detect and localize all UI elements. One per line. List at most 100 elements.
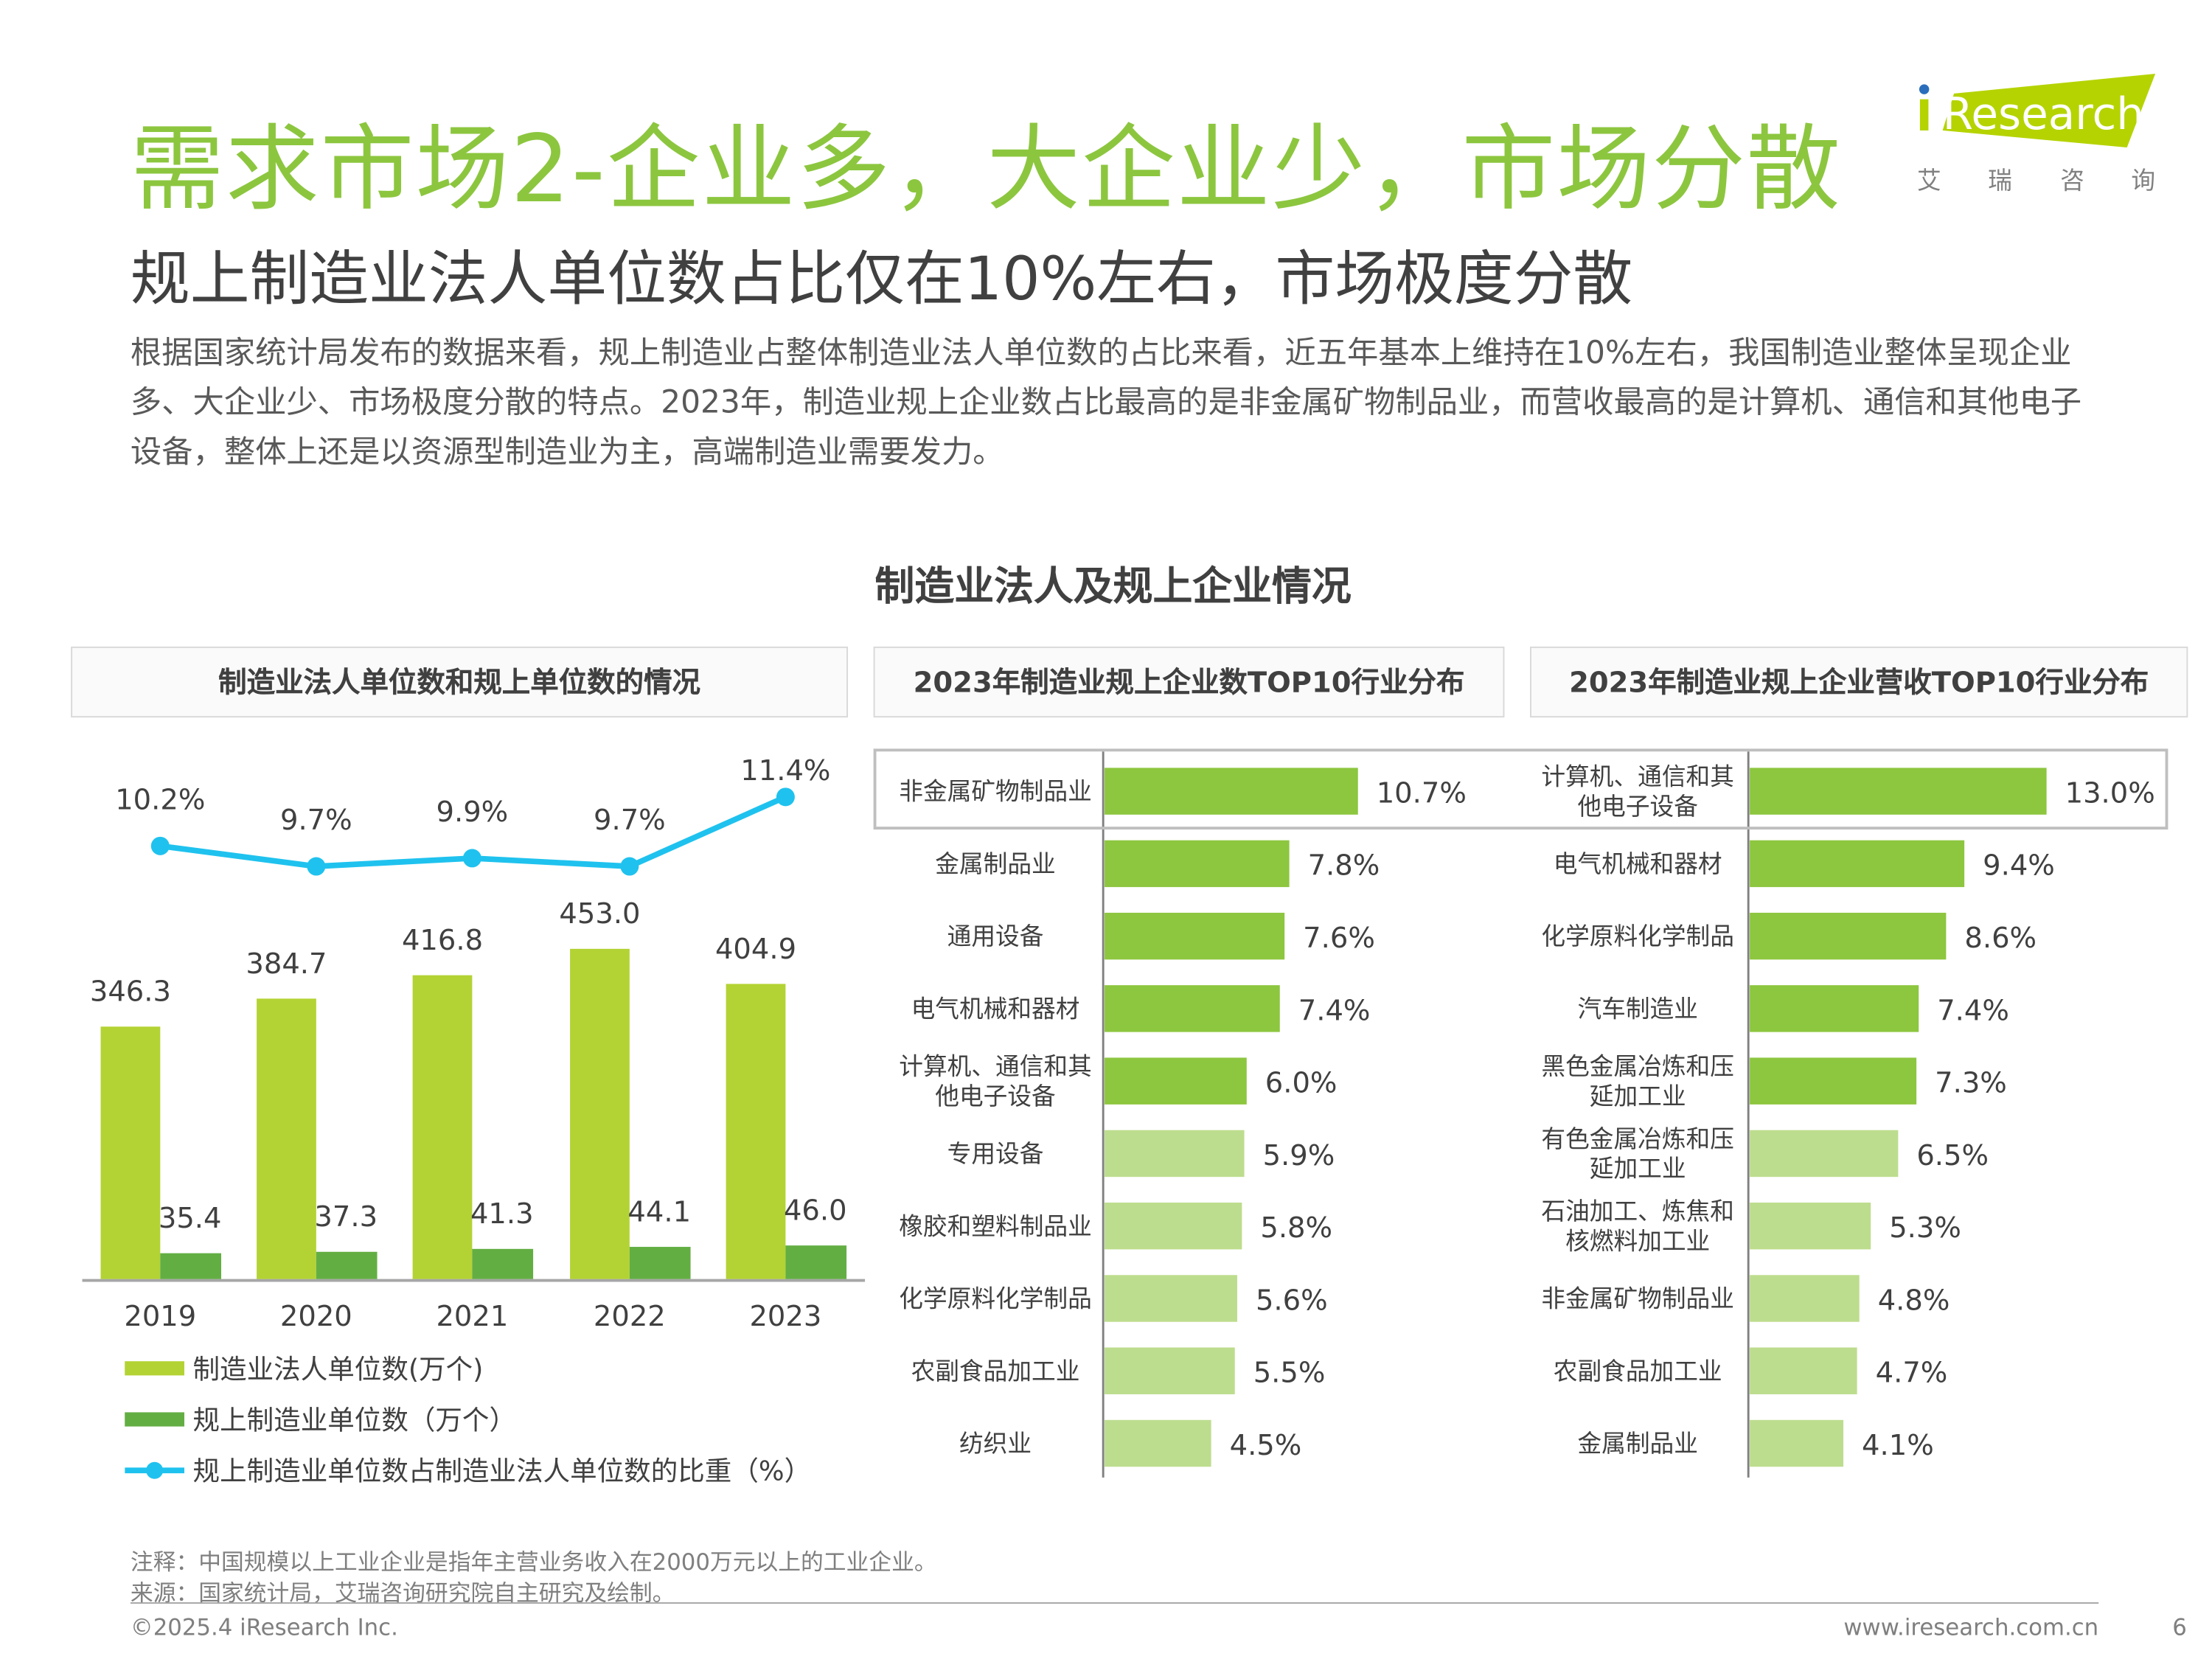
category-label: 非金属矿物制品业 — [899, 778, 1092, 806]
bar-value-label: 4.8% — [1878, 1284, 1950, 1317]
legend-line-marker — [125, 1461, 185, 1478]
bar-value-label: 7.4% — [1298, 994, 1371, 1027]
ratio-label: 9.9% — [437, 796, 509, 829]
bar-above-scale-units — [629, 1247, 691, 1279]
category-label: 计算机、通信和其 — [899, 1053, 1092, 1081]
bar-label: 346.3 — [90, 975, 171, 1009]
bar-value-label: 6.0% — [1265, 1067, 1338, 1100]
footnote: 注释：中国规模以上工业企业是指年主营业务收入在2000万元以上的工业企业。 — [130, 1548, 937, 1576]
bar — [1750, 840, 1965, 888]
bar-label: 35.4 — [159, 1202, 222, 1235]
copyright: ©2025.4 iResearch Inc. — [130, 1613, 398, 1641]
bar-value-label: 5.3% — [1889, 1211, 1961, 1245]
chart-section-title: 制造业法人及规上企业情况 — [874, 563, 1352, 610]
bar-label: 404.9 — [715, 933, 796, 966]
ratio-label: 11.4% — [740, 754, 830, 787]
bar-value-label: 5.6% — [1256, 1284, 1328, 1317]
bar-label: 41.3 — [470, 1197, 534, 1231]
bar — [1105, 768, 1358, 815]
ratio-point — [776, 787, 795, 807]
category-label: 金属制品业 — [1577, 1430, 1697, 1458]
category-label: 电气机械和器材 — [1554, 850, 1722, 878]
legend-swatch — [125, 1360, 185, 1375]
ratio-point — [620, 857, 639, 876]
bar — [1750, 1202, 1871, 1250]
category-label: 非金属矿物制品业 — [1541, 1285, 1734, 1313]
footer-divider — [130, 1602, 2099, 1604]
category-label: 计算机、通信和其 — [1541, 762, 1734, 790]
bar — [1105, 1419, 1211, 1467]
bar — [1750, 1057, 1917, 1105]
bar — [1750, 912, 1947, 960]
bar — [1105, 912, 1285, 960]
bar — [1105, 1130, 1245, 1178]
x-tick-label: 2023 — [749, 1300, 821, 1333]
summary-paragraph: 根据国家统计局发布的数据来看，规上制造业占整体制造业法人单位数的占比来看，近五年… — [130, 335, 2082, 471]
category-label: 通用设备 — [947, 922, 1044, 950]
website-link[interactable]: www.iresearch.com.cn — [1843, 1613, 2099, 1641]
bar-label: 44.1 — [627, 1195, 691, 1228]
bar-legal-units — [726, 984, 786, 1279]
bar-label: 37.3 — [314, 1200, 378, 1234]
category-label: 核燃料加工业 — [1565, 1227, 1710, 1255]
page-title: 需求市场2-企业多，大企业少，市场分散 — [130, 114, 1842, 224]
bar-value-label: 4.1% — [1862, 1429, 1934, 1462]
bar-value-label: 7.8% — [1308, 849, 1380, 883]
ratio-point — [462, 849, 481, 868]
category-label: 电气机械和器材 — [911, 995, 1080, 1023]
category-label: 农副食品加工业 — [911, 1357, 1080, 1385]
category-label: 化学原料化学制品 — [1541, 922, 1734, 950]
logo-cn-char: 瑞 — [1988, 167, 2012, 196]
ratio-label: 10.2% — [115, 783, 205, 816]
ratio-point — [150, 836, 170, 855]
legend-item-ratio: 规上制造业单位数占制造业法人单位数的比重（%） — [125, 1450, 811, 1489]
category-label: 石油加工、炼焦和 — [1541, 1197, 1734, 1225]
highlight-box — [873, 748, 2168, 830]
bar — [1750, 1419, 1844, 1467]
bar — [1105, 1275, 1237, 1322]
bar — [1750, 768, 2047, 815]
bar — [1105, 1202, 1242, 1250]
category-label: 黑色金属冶炼和压 — [1541, 1053, 1734, 1081]
category-label: 延加工业 — [1590, 1082, 1686, 1110]
bar-value-label: 13.0% — [2065, 776, 2155, 810]
bar-above-scale-units — [472, 1248, 534, 1279]
bar-above-scale-units — [160, 1253, 222, 1279]
bar — [1105, 840, 1290, 888]
x-tick-label: 2021 — [436, 1300, 508, 1333]
panel-header-right: 2023年制造业规上企业营收TOP10行业分布 — [1530, 646, 2188, 718]
panel-header-middle: 2023年制造业规上企业数TOP10行业分布 — [873, 646, 1505, 718]
x-tick-label: 2019 — [124, 1300, 196, 1333]
legend-item-above-scale-units: 规上制造业单位数（万个） — [125, 1399, 516, 1438]
category-label: 化学原料化学制品 — [899, 1285, 1092, 1313]
legend-item-legal-units: 制造业法人单位数(万个) — [125, 1349, 483, 1387]
bar-value-label: 7.3% — [1935, 1067, 2007, 1100]
x-tick-label: 2022 — [594, 1300, 666, 1333]
logo-cn-char: 咨 — [2060, 167, 2084, 196]
svg-text:Research: Research — [1943, 89, 2144, 140]
category-label: 延加工业 — [1590, 1155, 1686, 1183]
category-label: 纺织业 — [959, 1430, 1032, 1458]
ratio-label: 9.7% — [280, 804, 352, 837]
category-label: 农副食品加工业 — [1554, 1357, 1722, 1385]
bar-label: 416.8 — [402, 924, 483, 957]
bar — [1750, 1130, 1899, 1178]
category-label: 金属制品业 — [935, 850, 1055, 878]
category-label: 有色金属冶炼和压 — [1541, 1125, 1734, 1153]
category-label: 他电子设备 — [1577, 793, 1697, 821]
bar-label: 46.0 — [784, 1194, 847, 1228]
bar-value-label: 9.4% — [1983, 849, 2055, 883]
bar-legal-units — [257, 998, 316, 1279]
source-note: 来源：国家统计局，艾瑞咨询研究院自主研究及绘制。 — [130, 1579, 675, 1607]
bar — [1750, 1347, 1857, 1394]
logo-cn-char: 询 — [2131, 167, 2156, 196]
panel-header-left: 制造业法人单位数和规上单位数的情况 — [71, 646, 849, 718]
bar — [1105, 985, 1280, 1032]
legend-swatch — [125, 1411, 185, 1426]
legend-label: 制造业法人单位数(万个) — [192, 1354, 484, 1385]
bar — [1105, 1057, 1247, 1105]
bar-value-label: 8.6% — [1964, 922, 2037, 955]
bar-above-scale-units — [785, 1245, 847, 1279]
